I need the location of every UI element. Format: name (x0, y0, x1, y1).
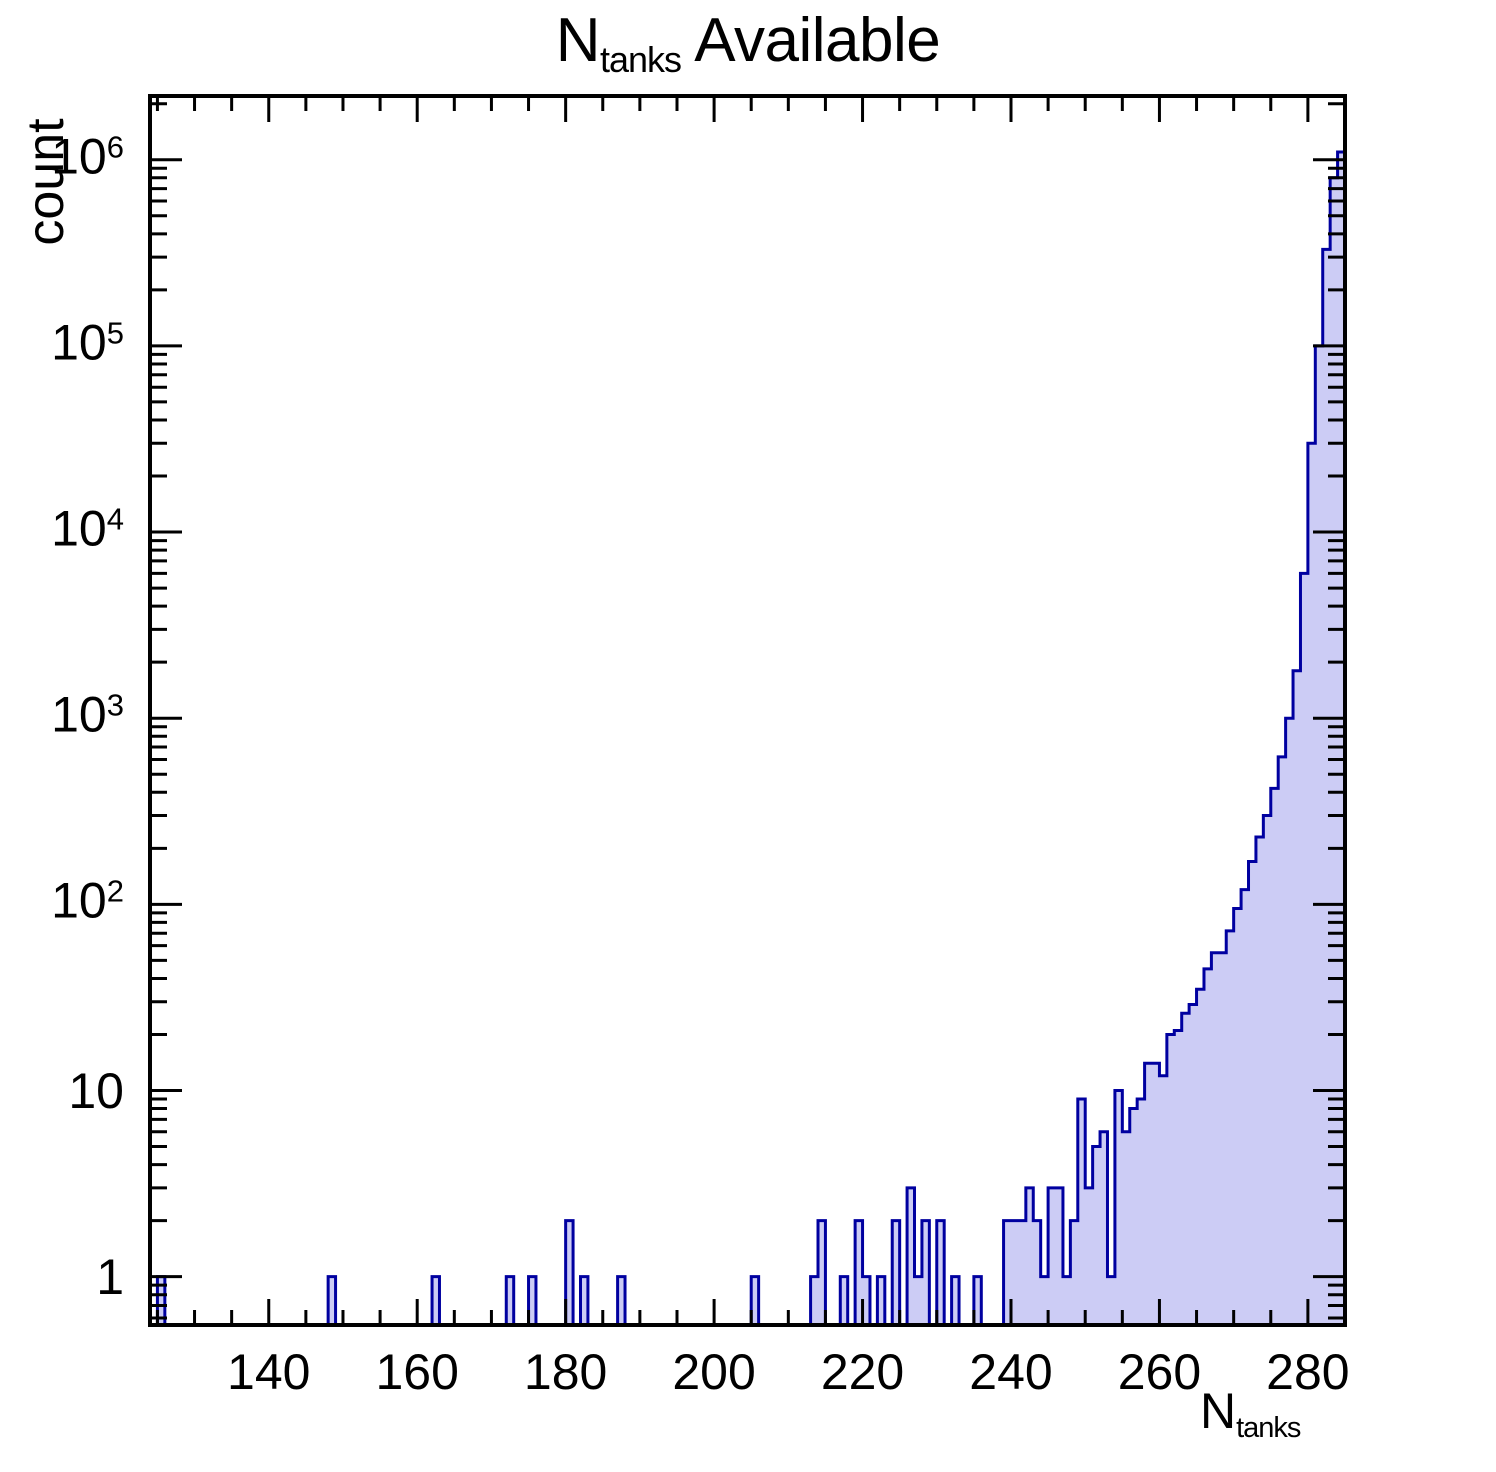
x-tick-label: 240 (969, 1344, 1053, 1400)
title-rest: Available (680, 6, 941, 75)
x-tick-label: 260 (1117, 1344, 1202, 1400)
x-tick-label: 140 (227, 1344, 311, 1400)
y-tick-label: 1 (96, 1248, 124, 1305)
x-axis-title-subscript: tanks (1236, 1411, 1301, 1444)
y-tick-label: 105 (51, 314, 124, 371)
x-tick-label: 200 (672, 1344, 756, 1400)
y-tick-label: 103 (51, 686, 124, 743)
title-main: N (555, 6, 601, 75)
x-axis-title-main: N (1200, 1383, 1237, 1439)
title-subscript: tanks (600, 38, 682, 80)
x-tick-label: 160 (375, 1344, 459, 1400)
x-tick-label: 180 (523, 1344, 608, 1400)
histogram-path (155, 150, 1347, 1327)
y-tick-label: 106 (51, 128, 124, 185)
y-tick-label: 102 (51, 872, 124, 929)
y-tick-label: 104 (51, 500, 124, 557)
x-axis-title: Ntanks (1200, 1382, 1301, 1444)
axis-frame (148, 94, 1347, 1327)
page-title: Ntanks Available (0, 4, 1496, 86)
histogram-series (155, 150, 1347, 1327)
y-tick-label: 10 (68, 1062, 124, 1119)
x-tick-label: 220 (820, 1344, 905, 1400)
x-tick-label: 280 (1266, 1344, 1350, 1400)
